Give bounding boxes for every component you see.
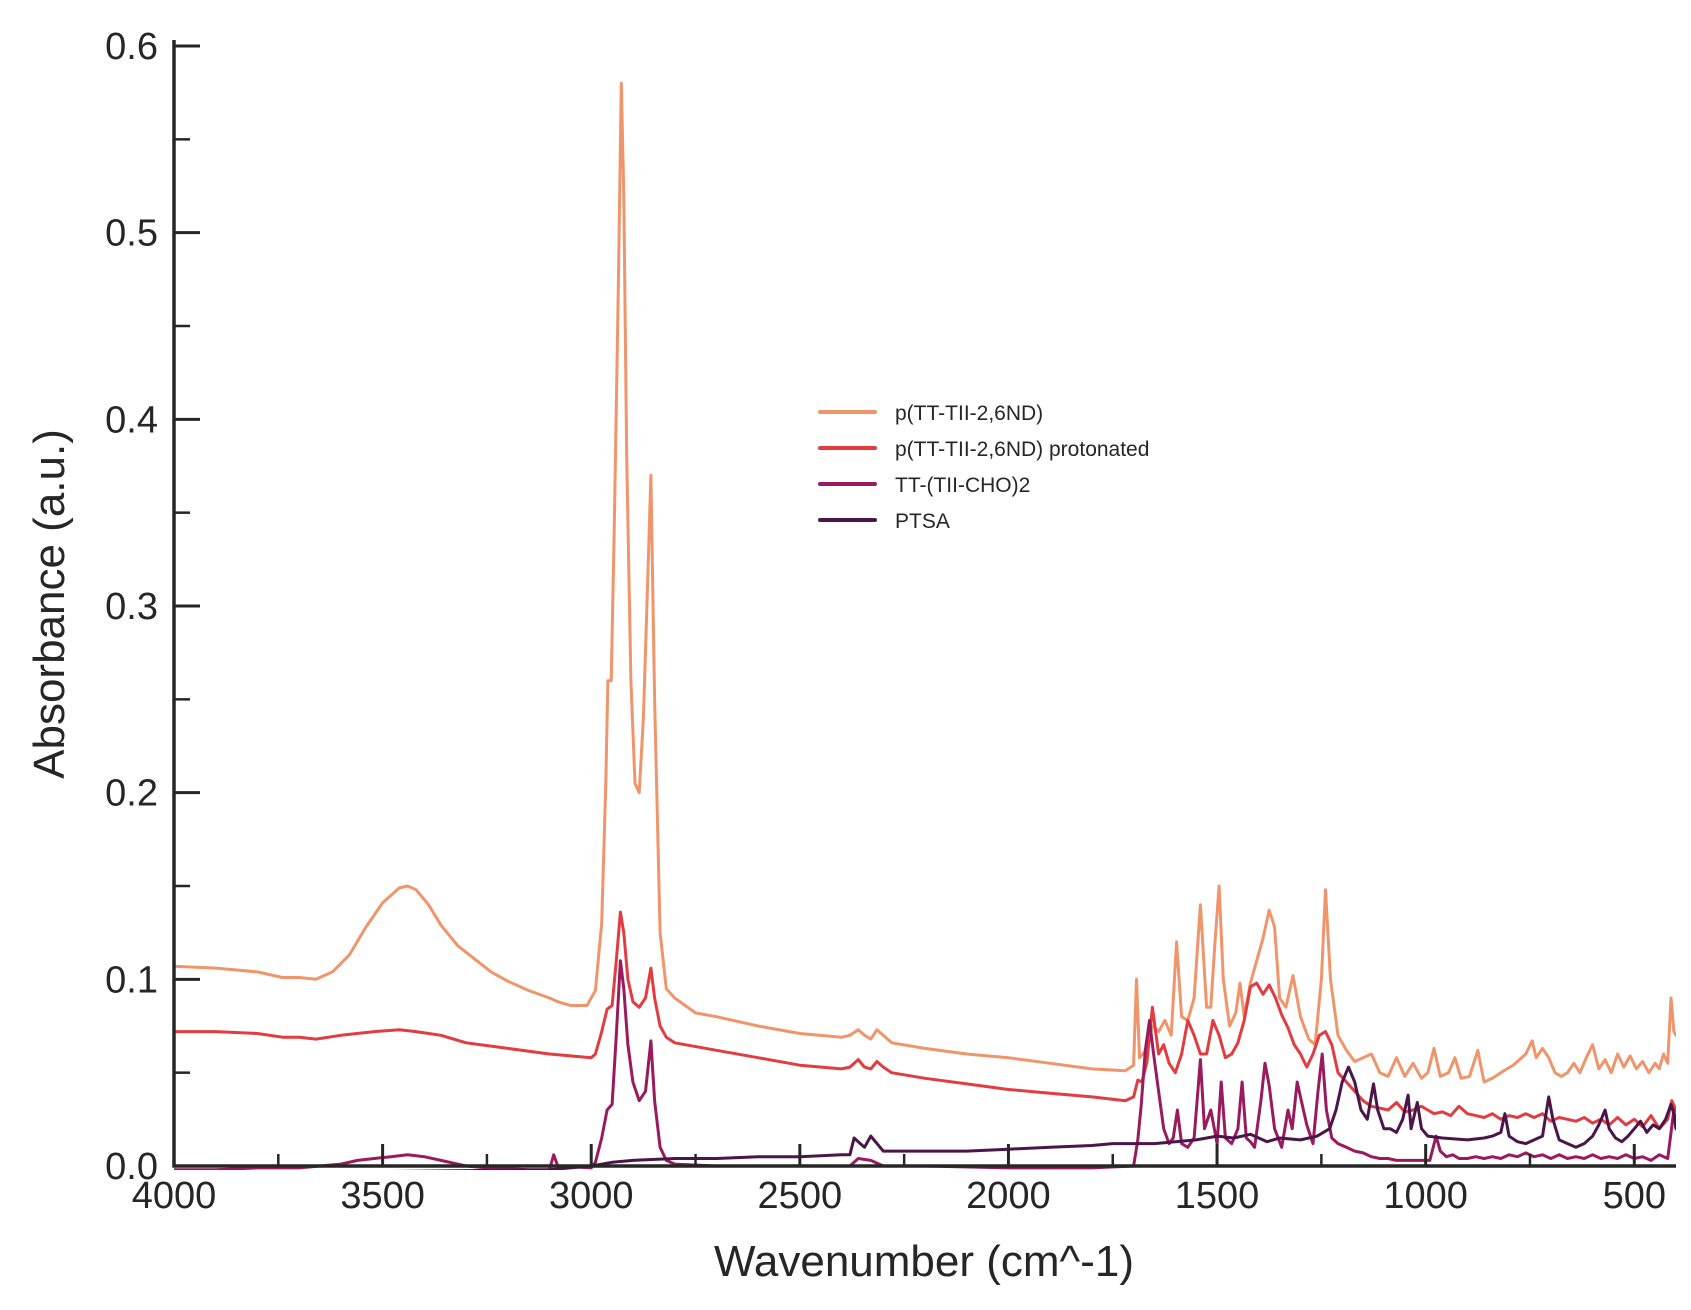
x-tick-label: 500 (1603, 1175, 1666, 1217)
x-tick-label: 1000 (1383, 1175, 1468, 1217)
y-tick-label: 0.6 (105, 26, 158, 68)
y-tick-label: 0.4 (105, 399, 158, 441)
legend-label: p(TT-TII-2,6ND) protonated (895, 438, 1149, 461)
x-tick-label: 1500 (1175, 1175, 1260, 1217)
series-line-2 (174, 910, 1676, 1131)
x-axis-ticks: 4000 3500 3000 2500 2000 1500 1000 500 (132, 1144, 1666, 1217)
legend: p(TT-TII-2,6ND) p(TT-TII-2,6ND) protonate… (818, 402, 1149, 533)
legend-label: p(TT-TII-2,6ND) (895, 402, 1043, 425)
y-tick-label: 0.1 (105, 959, 158, 1001)
y-tick-label: 0.0 (105, 1146, 158, 1188)
x-tick-label: 3500 (340, 1175, 425, 1217)
y-axis-ticks: 0.0 0.1 0.2 0.3 0.4 0.5 0.6 (105, 26, 200, 1188)
series-line-3 (174, 959, 1676, 1170)
x-tick-label: 3000 (549, 1175, 634, 1217)
axes-layer (172, 40, 1676, 1168)
y-tick-label: 0.2 (105, 773, 158, 815)
x-tick-label: 2000 (966, 1175, 1051, 1217)
legend-label: PTSA (895, 510, 950, 533)
x-tick-label: 2500 (758, 1175, 843, 1217)
x-tick-label: 4000 (132, 1175, 217, 1217)
series-line-4 (391, 1065, 1676, 1170)
y-tick-label: 0.5 (105, 213, 158, 255)
series-layer (174, 81, 1676, 1170)
legend-label: TT-(TII-CHO)2 (895, 474, 1030, 497)
y-axis-label: Absorbance (a.u.) (25, 429, 74, 779)
x-axis-label: Wavenumber (cm^-1) (714, 1237, 1134, 1286)
y-tick-label: 0.3 (105, 586, 158, 628)
series-line-1 (174, 81, 1676, 1084)
